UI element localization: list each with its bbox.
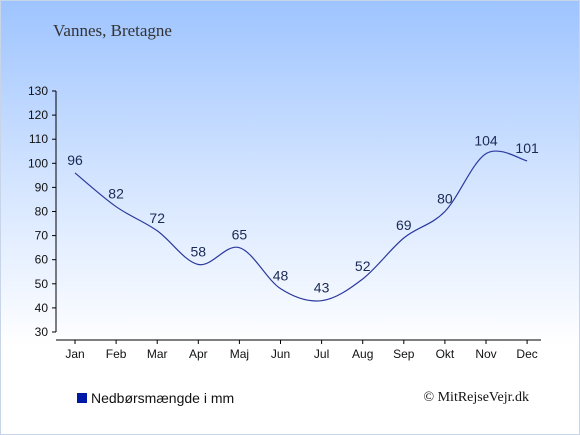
x-tick-label: Nov [475,347,496,361]
x-tick-label: Jun [271,347,290,361]
data-label: 58 [191,244,207,260]
x-tick-label: Sep [393,347,415,361]
y-tick-label: 50 [35,277,49,291]
y-tick-label: 40 [35,301,49,315]
x-tick-label: Dec [516,347,537,361]
x-tick-label: Jul [314,347,329,361]
x-tick-label: Maj [230,347,249,361]
y-tick-label: 100 [28,156,48,170]
y-tick-label: 60 [35,253,49,267]
y-tick-label: 90 [35,180,49,194]
y-tick-label: 110 [29,132,48,146]
series-group [74,150,528,302]
y-tick-label: 70 [35,229,49,243]
data-label: 72 [149,210,165,226]
data-label: 104 [474,133,498,149]
axes: 30 40 50 60 70 80 90 100 110 120 130 Jan Feb Mar Apr Ma… [28,84,541,361]
x-tick-label: Aug [352,347,373,361]
data-label: 65 [232,227,248,243]
x-tick-label: Mar [147,347,168,361]
copyright: © MitRejseVejr.dk [423,390,529,405]
data-label: 52 [355,258,371,274]
data-labels: 96 82 72 58 65 48 43 52 69 80 104 101 [67,133,539,296]
legend-label: Nedbørsmængde i mm [91,390,235,406]
data-label: 101 [515,140,539,156]
y-tick-label: 120 [28,108,48,122]
x-tick-label: Jan [65,347,84,361]
x-tick-label: Apr [189,347,208,361]
chart-title: Vannes, Bretagne [53,21,172,40]
data-label: 96 [67,152,83,168]
legend-swatch [77,393,87,403]
data-label: 48 [273,268,289,284]
data-label: 82 [108,186,124,202]
data-label: 43 [314,280,330,296]
x-tick-label: Feb [106,347,127,361]
y-tick-label: 80 [35,205,49,219]
y-tick-label: 30 [35,325,49,339]
data-label: 69 [396,217,412,233]
y-tick-label: 130 [28,84,48,98]
x-tick-label: Okt [436,347,455,361]
data-label: 80 [437,191,453,207]
legend: Nedbørsmængde i mm [77,390,234,406]
series-line [74,150,528,302]
